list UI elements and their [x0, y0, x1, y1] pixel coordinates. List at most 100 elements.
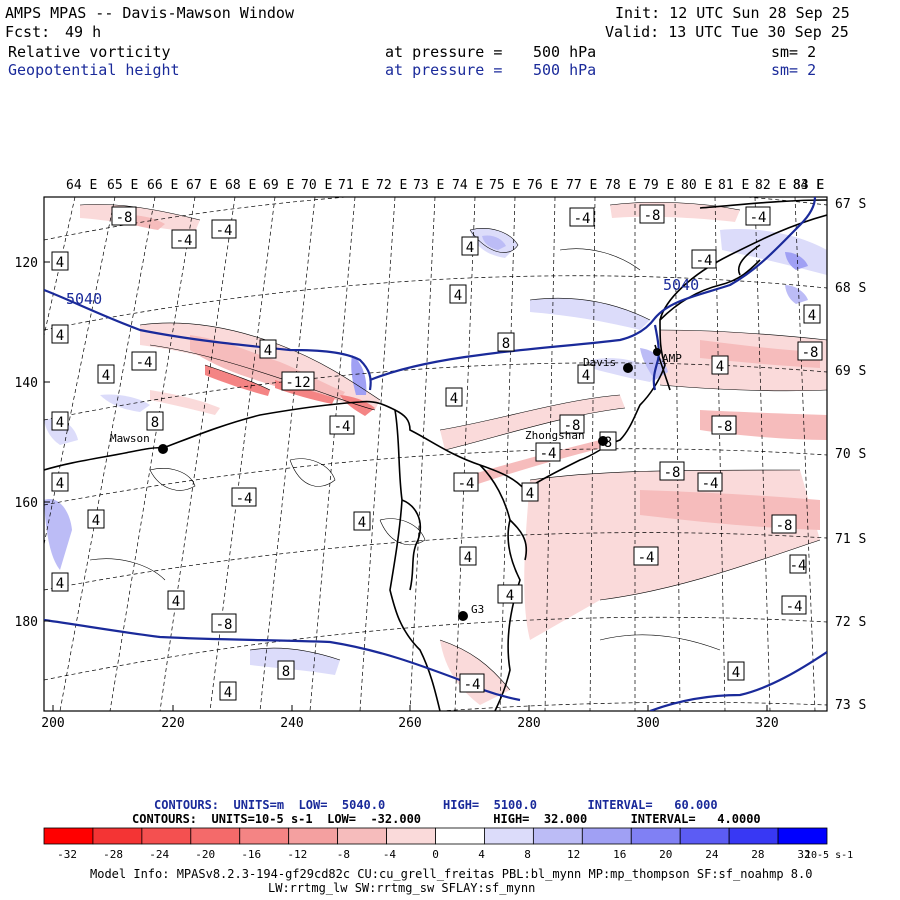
svg-text:73 S: 73 S — [835, 698, 866, 713]
colorbar-tick: -24 — [149, 848, 169, 861]
vorticity-contour-legend: CONTOURS: UNITS=10-5 s-1 LOW= -32.000 HI… — [132, 812, 761, 826]
svg-text:-8: -8 — [564, 418, 581, 434]
vort-label: 8 — [146, 411, 164, 431]
coastline — [44, 199, 827, 711]
vort-label: -12 — [281, 371, 315, 391]
svg-text:120: 120 — [15, 256, 38, 271]
vorticity-labels: -8 -4 -4 -4 -8 -4 -4 4 4 4 4 -12 4 -4 8 … — [51, 204, 823, 701]
colorbar-bin — [141, 827, 192, 845]
init-time: Init: 12 UTC Sun 28 Sep 25 — [615, 4, 850, 22]
vort-label: -4 — [231, 487, 257, 507]
model-info-physics: LW:rrtmg_lw SW:rrtmg_sw SFLAY:sf_mynn — [268, 881, 536, 895]
svg-text:78 E: 78 E — [605, 178, 636, 193]
height-contour-legend: CONTOURS: UNITS=m LOW= 5040.0 HIGH= 5100… — [154, 798, 718, 812]
colorbar-bin — [484, 827, 534, 845]
svg-text:70 E: 70 E — [301, 178, 332, 193]
station-name: G3 — [471, 603, 484, 616]
svg-text:76 E: 76 E — [527, 178, 558, 193]
colorbar-bin — [92, 827, 143, 845]
colorbar-tick: 20 — [659, 848, 672, 861]
colorbar-tick: -8 — [337, 848, 350, 861]
vort-label: 4 — [449, 284, 467, 304]
title: AMPS MPAS -- Davis-Mawson Window — [5, 4, 294, 22]
svg-text:-4: -4 — [540, 446, 557, 462]
svg-text:68 E: 68 E — [225, 178, 256, 193]
vort-label: 4 — [803, 304, 821, 324]
svg-text:66 E: 66 E — [147, 178, 178, 193]
svg-text:80 E: 80 E — [681, 178, 712, 193]
vort-label: 4 — [51, 472, 69, 492]
colorbar-bin — [435, 827, 485, 845]
svg-text:-4: -4 — [696, 253, 713, 269]
svg-text:-8: -8 — [716, 419, 733, 435]
svg-text:4: 4 — [732, 665, 740, 681]
svg-text:75 E: 75 E — [489, 178, 520, 193]
svg-text:4: 4 — [92, 513, 100, 529]
vort-label: -4 — [211, 219, 237, 239]
colorbar-tick: -32 — [57, 848, 77, 861]
stations: Mawson Davis Zhongshan G3 AMP — [110, 348, 682, 621]
forecast-label: Fcst: — [5, 23, 51, 41]
svg-text:-4: -4 — [136, 355, 153, 371]
svg-text:4: 4 — [582, 368, 590, 384]
svg-text:-8: -8 — [116, 210, 133, 226]
colorbar-bin — [190, 827, 241, 845]
svg-text:69 E: 69 E — [263, 178, 294, 193]
svg-text:69 S: 69 S — [835, 364, 866, 379]
field2-pressure-label: at pressure = — [385, 61, 503, 79]
vort-label: 4 — [51, 572, 69, 592]
vort-label: 4 — [167, 590, 185, 610]
station-name: Davis — [583, 356, 616, 369]
vort-label: 4 — [51, 324, 69, 344]
field2-pressure-value: 500 hPa — [533, 61, 597, 79]
colorbar-bin — [728, 827, 779, 845]
svg-text:4: 4 — [56, 255, 64, 271]
svg-text:67 E: 67 E — [186, 178, 217, 193]
vort-label: -4 — [569, 207, 595, 227]
svg-text:-4: -4 — [176, 233, 193, 249]
colorbar-bin — [532, 827, 583, 845]
svg-text:8: 8 — [604, 435, 612, 451]
y-axis: 120 140 160 180 — [15, 256, 50, 630]
vorticity-contours — [79, 201, 827, 691]
vort-label: -8 — [711, 415, 737, 435]
vort-label: -4 — [535, 442, 561, 462]
svg-text:4: 4 — [56, 576, 64, 592]
svg-text:180: 180 — [15, 615, 38, 630]
svg-text:280: 280 — [517, 716, 540, 731]
colorbar-tick: 24 — [705, 848, 719, 861]
svg-text:4: 4 — [56, 476, 64, 492]
svg-text:-4: -4 — [334, 419, 351, 435]
vort-label: 4 — [727, 661, 745, 681]
vort-label: 4 — [87, 509, 105, 529]
forecast-hour: 49 h — [65, 23, 102, 41]
svg-text:72 S: 72 S — [835, 615, 866, 630]
svg-text:-4: -4 — [574, 211, 591, 227]
station-marker — [598, 436, 608, 446]
svg-text:4: 4 — [56, 415, 64, 431]
vort-label: 8 — [277, 660, 295, 680]
vort-label: -4 — [171, 229, 197, 249]
svg-text:-4: -4 — [702, 476, 719, 492]
svg-text:64 E: 64 E — [66, 178, 97, 193]
field1-pressure-label: at pressure = — [385, 43, 503, 61]
height-label: 5040 — [66, 290, 102, 308]
svg-text:4: 4 — [264, 343, 272, 359]
svg-text:-4: -4 — [638, 550, 655, 566]
vort-label: -8 — [559, 414, 585, 434]
vort-label: 4 — [51, 251, 69, 271]
vort-label: 4 — [521, 482, 539, 502]
colorbar-tick: -16 — [241, 848, 261, 861]
vort-label: 4 — [97, 364, 115, 384]
colorbar: -32 -28 -24 -20 -16 -12 -8 -4 0 4 8 12 16 20 24 28 3210-… — [43, 827, 853, 861]
colorbar-bin — [630, 827, 681, 845]
vort-label: 4 — [577, 364, 595, 384]
colorbar-bin — [679, 827, 730, 845]
height-label: 5040 — [663, 276, 699, 294]
svg-text:4: 4 — [172, 594, 180, 610]
vort-label: -8 — [771, 514, 797, 534]
svg-text:84 E: 84 E — [793, 178, 824, 193]
colorbar-units: 10-5 s-1 — [805, 850, 853, 861]
svg-text:8: 8 — [502, 336, 510, 352]
svg-text:-4: -4 — [216, 223, 233, 239]
